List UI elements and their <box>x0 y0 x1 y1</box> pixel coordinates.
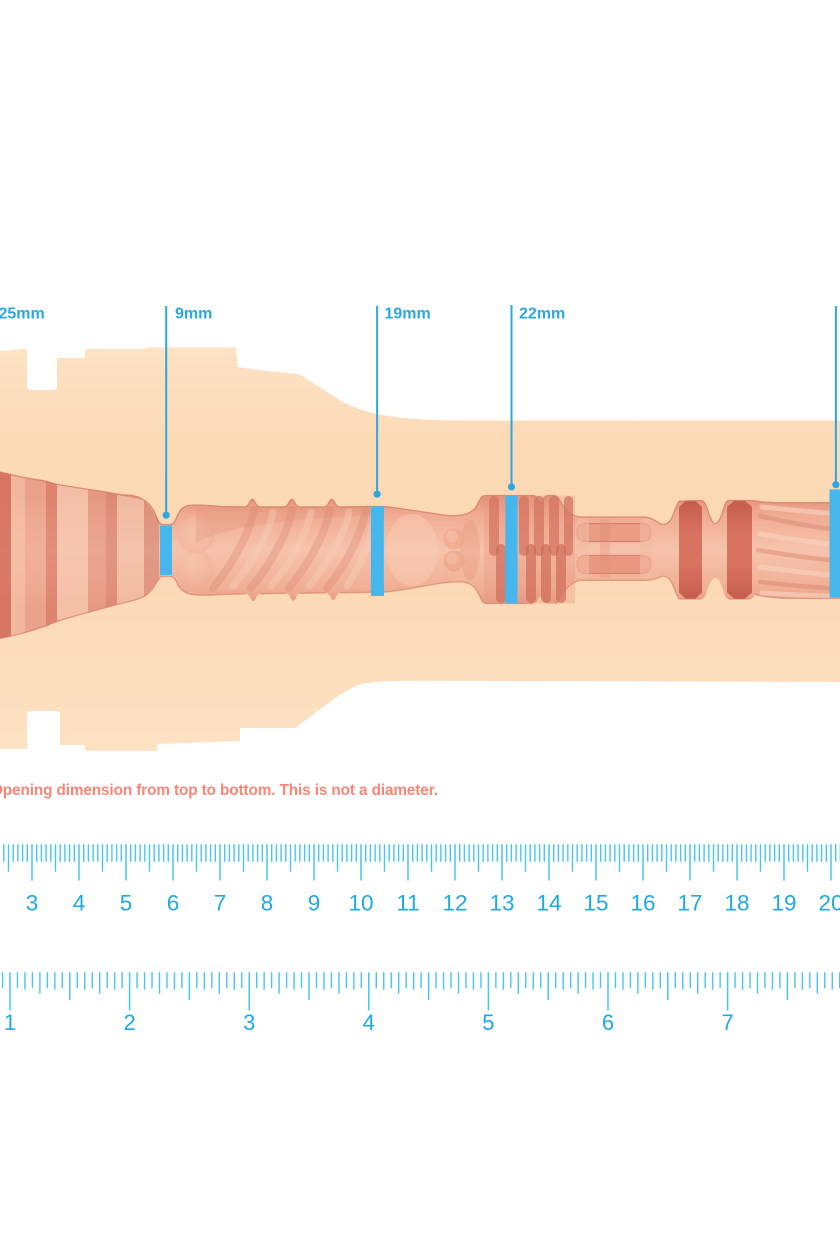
svg-text:2: 2 <box>123 1010 135 1035</box>
svg-text:6: 6 <box>167 891 180 916</box>
svg-text:10: 10 <box>348 891 373 916</box>
svg-text:17: 17 <box>677 891 702 916</box>
svg-text:18: 18 <box>724 891 749 916</box>
svg-text:7: 7 <box>721 1010 733 1035</box>
svg-text:25mm: 25mm <box>0 306 45 323</box>
svg-text:5: 5 <box>120 891 133 916</box>
svg-text:22mm: 22mm <box>519 306 565 323</box>
svg-text:5: 5 <box>482 1010 494 1035</box>
svg-text:6: 6 <box>602 1010 614 1035</box>
svg-text:9mm: 9mm <box>175 306 212 323</box>
svg-text:12: 12 <box>442 891 467 916</box>
svg-text:3: 3 <box>26 891 39 916</box>
svg-text:8: 8 <box>261 891 274 916</box>
svg-text:15: 15 <box>583 891 608 916</box>
svg-text:20: 20 <box>818 891 840 916</box>
svg-text:1: 1 <box>4 1010 16 1035</box>
svg-text:14: 14 <box>536 891 561 916</box>
svg-text:19: 19 <box>771 891 796 916</box>
svg-text:16: 16 <box>630 891 655 916</box>
svg-text:13: 13 <box>489 891 514 916</box>
svg-text:3: 3 <box>243 1010 255 1035</box>
svg-text:9: 9 <box>308 891 321 916</box>
svg-text:Opening dimension from top to: Opening dimension from top to bottom. Th… <box>0 782 438 799</box>
svg-text:4: 4 <box>73 891 86 916</box>
svg-text:11: 11 <box>396 891 419 916</box>
svg-text:19mm: 19mm <box>385 306 431 323</box>
svg-text:4: 4 <box>363 1010 375 1035</box>
svg-text:7: 7 <box>214 891 227 916</box>
